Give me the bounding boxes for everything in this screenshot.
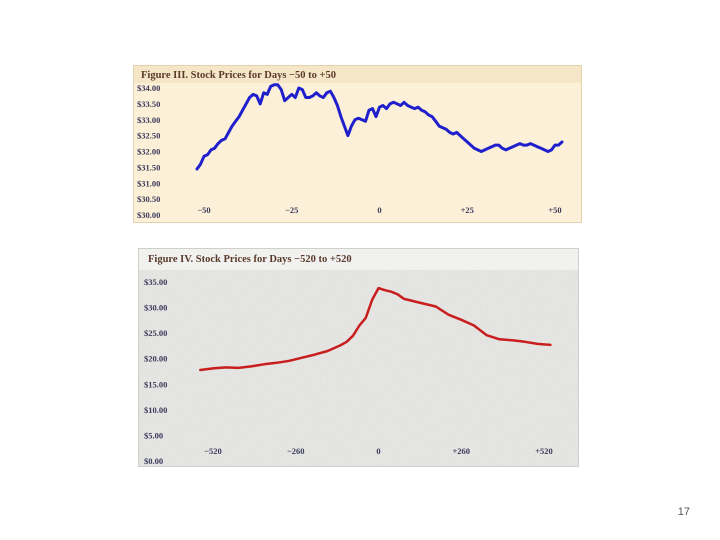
- y-tick-label: $33.50: [137, 99, 160, 109]
- figure-iv-chart: Figure IV. Stock Prices for Days −520 to…: [138, 248, 579, 467]
- chart-title: Figure III. Stock Prices for Days −50 to…: [141, 70, 336, 81]
- y-tick-label: $35.00: [144, 277, 167, 287]
- chart-frame: [133, 65, 582, 223]
- chart-texture: [138, 248, 579, 467]
- y-tick-label: $10.00: [144, 405, 167, 415]
- y-tick-label: $31.50: [137, 162, 160, 172]
- x-tick-label: −520: [204, 446, 222, 456]
- series-line-0: [195, 83, 564, 171]
- x-tick-label: −25: [285, 205, 298, 215]
- y-tick-label: $30.50: [137, 194, 160, 204]
- figure-iii-chart: Figure III. Stock Prices for Days −50 to…: [133, 65, 582, 223]
- title-band: [133, 65, 582, 83]
- x-tick-label: 0: [377, 205, 381, 215]
- series-line-0: [199, 286, 552, 372]
- page-number: 17: [677, 506, 690, 518]
- chart-title: Figure IV. Stock Prices for Days −520 to…: [148, 254, 352, 265]
- x-tick-label: −50: [197, 205, 210, 215]
- chart-background: [133, 65, 582, 223]
- y-tick-label: $33.00: [137, 115, 160, 125]
- x-tick-label: 0: [376, 446, 380, 456]
- title-band: [138, 248, 579, 270]
- y-tick-label: $31.00: [137, 178, 160, 188]
- y-tick-label: $32.00: [137, 147, 160, 157]
- y-tick-label: $15.00: [144, 379, 167, 389]
- y-tick-label: $20.00: [144, 354, 167, 364]
- x-tick-label: +520: [535, 446, 553, 456]
- x-tick-label: +25: [461, 205, 474, 215]
- y-tick-label: $5.00: [144, 430, 163, 440]
- y-tick-label: $32.50: [137, 131, 160, 141]
- y-tick-label: $25.00: [144, 328, 167, 338]
- y-tick-label: $0.00: [144, 456, 163, 466]
- x-tick-label: −260: [287, 446, 305, 456]
- figure-iv-svg: Figure IV. Stock Prices for Days −520 to…: [138, 248, 579, 467]
- x-tick-label: +260: [452, 446, 470, 456]
- y-tick-label: $30.00: [137, 210, 160, 220]
- figure-iii-svg: Figure III. Stock Prices for Days −50 to…: [133, 65, 582, 223]
- chart-frame: [138, 248, 579, 467]
- y-tick-label: $34.00: [137, 83, 160, 93]
- y-tick-label: $30.00: [144, 303, 167, 313]
- x-tick-label: +50: [548, 205, 561, 215]
